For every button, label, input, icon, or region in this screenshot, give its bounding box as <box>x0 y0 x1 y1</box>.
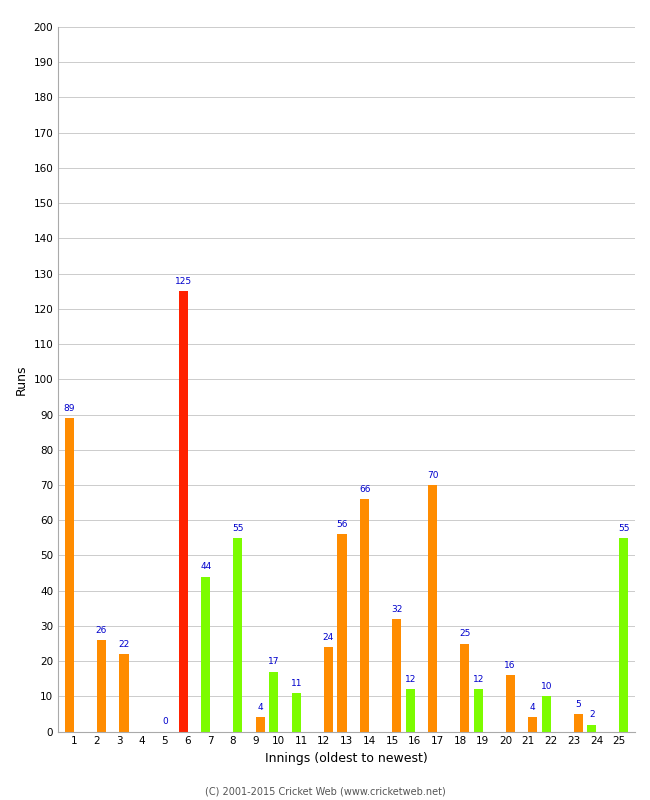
Text: 12: 12 <box>404 675 416 684</box>
Bar <box>255 718 265 731</box>
Text: 55: 55 <box>618 523 629 533</box>
Bar <box>460 643 469 731</box>
Bar <box>406 690 415 731</box>
Bar <box>120 654 129 731</box>
Bar <box>97 640 106 731</box>
X-axis label: Innings (oldest to newest): Innings (oldest to newest) <box>265 752 428 765</box>
Bar <box>619 538 628 731</box>
Bar <box>202 577 211 731</box>
Text: 56: 56 <box>336 520 348 529</box>
Text: 4: 4 <box>257 703 263 712</box>
Text: 12: 12 <box>473 675 484 684</box>
Text: 66: 66 <box>359 485 370 494</box>
Text: (C) 2001-2015 Cricket Web (www.cricketweb.net): (C) 2001-2015 Cricket Web (www.cricketwe… <box>205 786 445 796</box>
Bar <box>324 647 333 731</box>
Bar <box>179 291 188 731</box>
Text: 5: 5 <box>575 700 581 709</box>
Bar <box>337 534 346 731</box>
Text: 4: 4 <box>530 703 536 712</box>
Text: 125: 125 <box>174 277 192 286</box>
Bar <box>392 619 401 731</box>
Bar <box>233 538 242 731</box>
Bar <box>269 672 278 731</box>
Text: 70: 70 <box>427 470 439 480</box>
Text: 44: 44 <box>200 562 211 571</box>
Text: 16: 16 <box>504 661 516 670</box>
Text: 25: 25 <box>459 630 471 638</box>
Bar <box>506 675 515 731</box>
Text: 26: 26 <box>96 626 107 634</box>
Text: 24: 24 <box>323 633 334 642</box>
Text: 32: 32 <box>391 605 402 614</box>
Bar <box>360 499 369 731</box>
Text: 89: 89 <box>64 404 75 413</box>
Text: 10: 10 <box>541 682 552 691</box>
Text: 17: 17 <box>268 658 280 666</box>
Bar <box>474 690 483 731</box>
Bar <box>65 418 74 731</box>
Text: 55: 55 <box>232 523 243 533</box>
Bar <box>588 725 597 731</box>
Bar <box>574 714 583 731</box>
Text: 22: 22 <box>118 640 129 649</box>
Text: 2: 2 <box>589 710 595 719</box>
Bar <box>528 718 538 731</box>
Text: 11: 11 <box>291 678 302 687</box>
Bar <box>428 485 437 731</box>
Bar <box>292 693 301 731</box>
Bar <box>542 696 551 731</box>
Y-axis label: Runs: Runs <box>15 364 28 394</box>
Text: 0: 0 <box>162 718 168 726</box>
